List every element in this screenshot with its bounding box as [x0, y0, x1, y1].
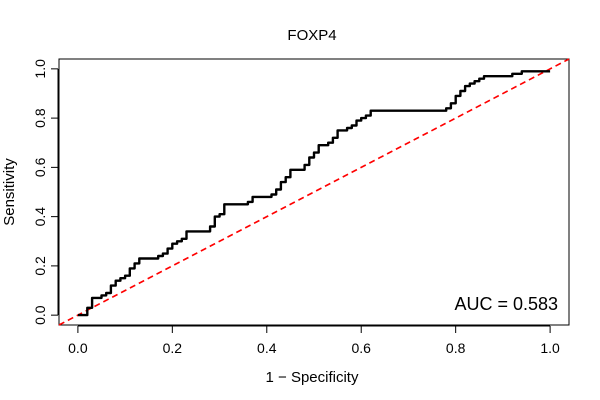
x-tick-label: 0.6	[351, 340, 371, 356]
y-tick-label: 0.6	[32, 157, 48, 177]
y-tick-label: 0.8	[32, 108, 48, 128]
y-tick-label: 0.4	[32, 207, 48, 227]
reference-line-layer	[58, 58, 570, 326]
x-tick-label: 0.8	[446, 340, 466, 356]
y-tick-label: 1.0	[32, 59, 48, 79]
auc-annotation: AUC = 0.583	[454, 294, 558, 314]
y-tick-label: 0.0	[32, 305, 48, 325]
plot-area	[58, 58, 570, 326]
reference-diagonal-line	[58, 58, 570, 326]
y-axis-title: Sensitivity	[1, 158, 18, 226]
x-tick-label: 0.0	[68, 340, 88, 356]
y-axis: 0.0 0.2 0.4 0.6 0.8 1.0	[32, 59, 59, 325]
x-axis-title: 1 − Specificity	[266, 369, 359, 386]
x-tick-label: 0.4	[257, 340, 277, 356]
roc-curve	[77, 70, 551, 317]
x-tick-label: 0.2	[163, 340, 183, 356]
roc-curve-layer	[77, 70, 551, 317]
y-tick-label: 0.2	[32, 256, 48, 276]
x-tick-label: 1.0	[540, 340, 560, 356]
plot-frame	[58, 58, 570, 326]
chart-title: FOXP4	[287, 27, 336, 44]
x-axis: 0.0 0.2 0.4 0.6 0.8 1.0	[68, 325, 560, 356]
